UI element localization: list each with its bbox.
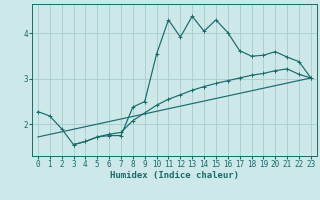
X-axis label: Humidex (Indice chaleur): Humidex (Indice chaleur) [110, 171, 239, 180]
